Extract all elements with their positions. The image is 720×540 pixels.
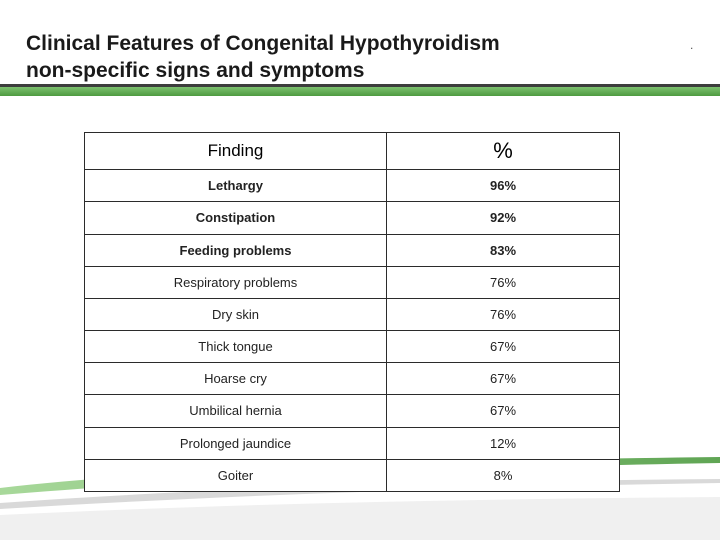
- title-line-1: Clinical Features of Congenital Hypothyr…: [26, 32, 500, 55]
- percent-cell: 67%: [386, 330, 620, 364]
- table-row: Respiratory problems 76%: [84, 265, 620, 299]
- table-row: Prolonged jaundice 12%: [84, 426, 620, 460]
- finding-cell: Umbilical hernia: [84, 394, 387, 428]
- header-rule-dark: [0, 84, 720, 87]
- table-row: Lethargy 96%: [84, 169, 620, 203]
- table-row: Dry skin 76%: [84, 297, 620, 332]
- table-row: Feeding problems 83%: [84, 233, 620, 267]
- percent-cell: 76%: [386, 297, 620, 332]
- corner-mark: .: [690, 38, 694, 52]
- percent-cell: 92%: [386, 201, 620, 235]
- table-row: Umbilical hernia 67%: [84, 394, 620, 428]
- slide-title: Clinical Features of Congenital Hypothyr…: [26, 30, 646, 84]
- table-header-row: Finding %: [84, 131, 620, 171]
- finding-cell: Feeding problems: [84, 233, 387, 267]
- finding-cell: Hoarse cry: [84, 362, 387, 396]
- title-line-2: non-specific signs and symptoms: [26, 59, 365, 82]
- finding-cell: Lethargy: [84, 169, 387, 203]
- finding-cell: Thick tongue: [84, 330, 387, 364]
- table-row: Constipation 92%: [84, 201, 620, 235]
- table-row: Thick tongue 67%: [84, 330, 620, 364]
- percent-cell: 67%: [386, 394, 620, 428]
- finding-cell: Prolonged jaundice: [84, 426, 387, 460]
- finding-cell: Respiratory problems: [84, 265, 387, 299]
- percent-cell: 96%: [386, 169, 620, 203]
- percent-cell: 76%: [386, 265, 620, 299]
- percent-cell: 67%: [386, 362, 620, 396]
- percent-cell: 12%: [386, 426, 620, 460]
- header-percent: %: [386, 131, 620, 171]
- table-row: Goiter 8%: [84, 458, 620, 493]
- finding-cell: Goiter: [84, 458, 387, 493]
- percent-cell: 8%: [386, 458, 620, 493]
- table-row: Hoarse cry 67%: [84, 362, 620, 396]
- finding-cell: Dry skin: [84, 297, 387, 332]
- finding-cell: Constipation: [84, 201, 387, 235]
- header-finding: Finding: [84, 131, 387, 171]
- header-rule-green: [0, 87, 720, 96]
- percent-cell: 83%: [386, 233, 620, 267]
- findings-table: Finding % Lethargy 96% Constipation 92% …: [84, 131, 620, 493]
